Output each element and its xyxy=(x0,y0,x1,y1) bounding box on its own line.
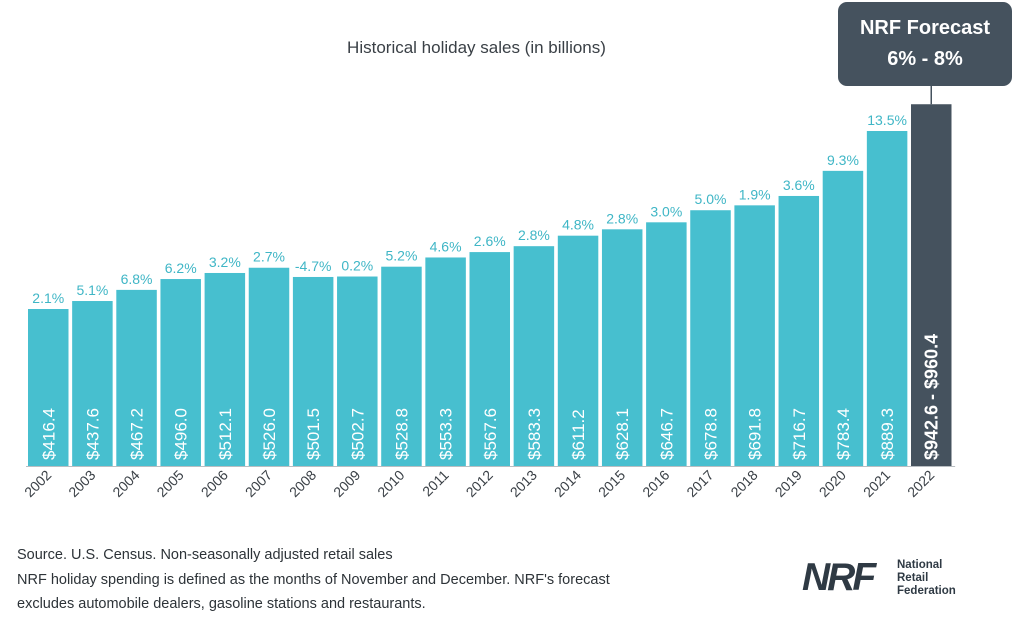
growth-label: 9.3% xyxy=(827,152,859,168)
bar xyxy=(381,266,422,466)
growth-label: 6.8% xyxy=(121,271,153,287)
x-tick-label: 2013 xyxy=(507,467,540,500)
bar-value-label: $528.8 xyxy=(392,408,411,460)
growth-label: 3.2% xyxy=(209,254,241,270)
bar-value-label: $567.6 xyxy=(481,408,500,460)
chart-title: Historical holiday sales (in billions) xyxy=(347,38,606,57)
x-tick-label: 2022 xyxy=(904,467,937,500)
bar-value-label: $416.4 xyxy=(39,408,58,460)
x-tick-label: 2010 xyxy=(374,467,407,500)
growth-label: 2.6% xyxy=(474,233,506,249)
bar xyxy=(72,301,113,466)
x-tick-label: 2011 xyxy=(419,467,452,500)
nrf-logo: NRF National Retail Federation xyxy=(802,556,1002,600)
bar-value-label: $502.7 xyxy=(348,408,367,460)
logo-text-line3: Federation xyxy=(897,585,956,597)
growth-label: 3.0% xyxy=(650,203,682,219)
growth-label: 1.9% xyxy=(739,186,771,202)
bar xyxy=(866,131,908,466)
bar-value-label: $496.0 xyxy=(172,408,191,460)
growth-label: 2.7% xyxy=(253,249,285,265)
bar xyxy=(469,252,510,466)
bar-value-label: $783.4 xyxy=(834,408,853,460)
logo-mark: NRF xyxy=(802,556,876,599)
x-tick-label: 2002 xyxy=(21,467,54,500)
growth-label: 2.8% xyxy=(606,210,638,226)
bar xyxy=(646,222,687,466)
bar xyxy=(778,195,820,466)
bar xyxy=(690,210,731,466)
growth-label: 5.2% xyxy=(385,248,417,264)
bar xyxy=(204,272,246,466)
x-tick-label: 2012 xyxy=(463,467,496,500)
bar xyxy=(292,276,334,466)
growth-label: -4.7% xyxy=(295,258,332,274)
bar xyxy=(28,309,69,466)
bar xyxy=(116,289,157,466)
growth-label: 5.1% xyxy=(76,282,108,298)
bar-chart: $416.4 2.1% 2002 $437.6 5.1% 2003 $467.2 6.8% 20… xyxy=(21,86,956,500)
growth-label: 3.6% xyxy=(783,177,815,193)
growth-label: 2.8% xyxy=(518,227,550,243)
bar-value-label: $691.8 xyxy=(746,408,765,460)
growth-label: 13.5% xyxy=(867,112,907,128)
bar xyxy=(160,279,201,466)
bar xyxy=(248,267,290,466)
footnote-source: Source. U.S. Census. Non-seasonally adju… xyxy=(17,547,393,563)
x-tick-label: 2017 xyxy=(683,467,716,500)
x-tick-label: 2018 xyxy=(727,467,760,500)
bar-value-label: $467.2 xyxy=(128,408,147,460)
bar-value-label: $501.5 xyxy=(304,408,323,460)
bar-value-label: $716.7 xyxy=(790,408,809,460)
x-tick-label: 2006 xyxy=(198,467,231,500)
callout-range: 6% - 8% xyxy=(887,48,963,70)
x-tick-label: 2009 xyxy=(330,467,363,500)
x-tick-label: 2004 xyxy=(109,467,142,500)
x-tick-label: 2021 xyxy=(860,467,893,500)
bar-value-label: $583.3 xyxy=(525,408,544,460)
logo-text: National Retail Federation xyxy=(897,559,956,598)
growth-label: 4.8% xyxy=(562,217,594,233)
bar-value-label: $526.0 xyxy=(260,408,279,460)
x-tick-label: 2007 xyxy=(242,467,275,500)
x-tick-label: 2008 xyxy=(286,467,319,500)
bar-value-label: $553.3 xyxy=(437,408,456,460)
x-tick-label: 2020 xyxy=(816,467,849,500)
x-tick-label: 2003 xyxy=(65,467,98,500)
growth-label: 6.2% xyxy=(165,260,197,276)
bar xyxy=(557,235,599,466)
x-tick-label: 2019 xyxy=(772,467,805,500)
logo-text-line1: National xyxy=(897,559,943,571)
bar-value-label: $628.1 xyxy=(613,408,632,460)
bar xyxy=(425,257,466,466)
bar-value-label: $512.1 xyxy=(216,408,235,460)
growth-label: 0.2% xyxy=(341,258,373,274)
x-tick-label: 2015 xyxy=(595,467,628,500)
x-tick-label: 2014 xyxy=(551,467,584,500)
x-tick-label: 2016 xyxy=(639,467,672,500)
footnote-exclusions: excludes automobile dealers, gasoline st… xyxy=(17,596,426,612)
bar xyxy=(337,276,378,466)
growth-label: 5.0% xyxy=(695,191,727,207)
bar-value-label: $942.6 - $960.4 xyxy=(921,334,941,460)
bar xyxy=(911,104,952,467)
bar-value-label: $646.7 xyxy=(657,408,676,460)
bar-value-label: $437.6 xyxy=(83,408,102,460)
bar xyxy=(601,229,643,466)
bar xyxy=(513,246,555,466)
footnote: Source. U.S. Census. Non-seasonally adju… xyxy=(17,543,610,617)
bar xyxy=(822,170,864,467)
bar-value-label: $678.8 xyxy=(702,408,721,460)
logo-text-line2: Retail xyxy=(897,572,929,584)
footnote-definition: NRF holiday spending is defined as the m… xyxy=(17,571,610,588)
bar-value-label: $611.2 xyxy=(569,409,588,460)
bar xyxy=(734,205,775,467)
bar-value-label: $889.3 xyxy=(878,408,897,460)
forecast-callout: NRF Forecast 6% - 8% xyxy=(838,2,1012,86)
growth-label: 2.1% xyxy=(32,290,64,306)
x-tick-label: 2005 xyxy=(153,467,186,500)
callout-title: NRF Forecast xyxy=(859,17,991,39)
growth-label: 4.6% xyxy=(430,238,462,254)
